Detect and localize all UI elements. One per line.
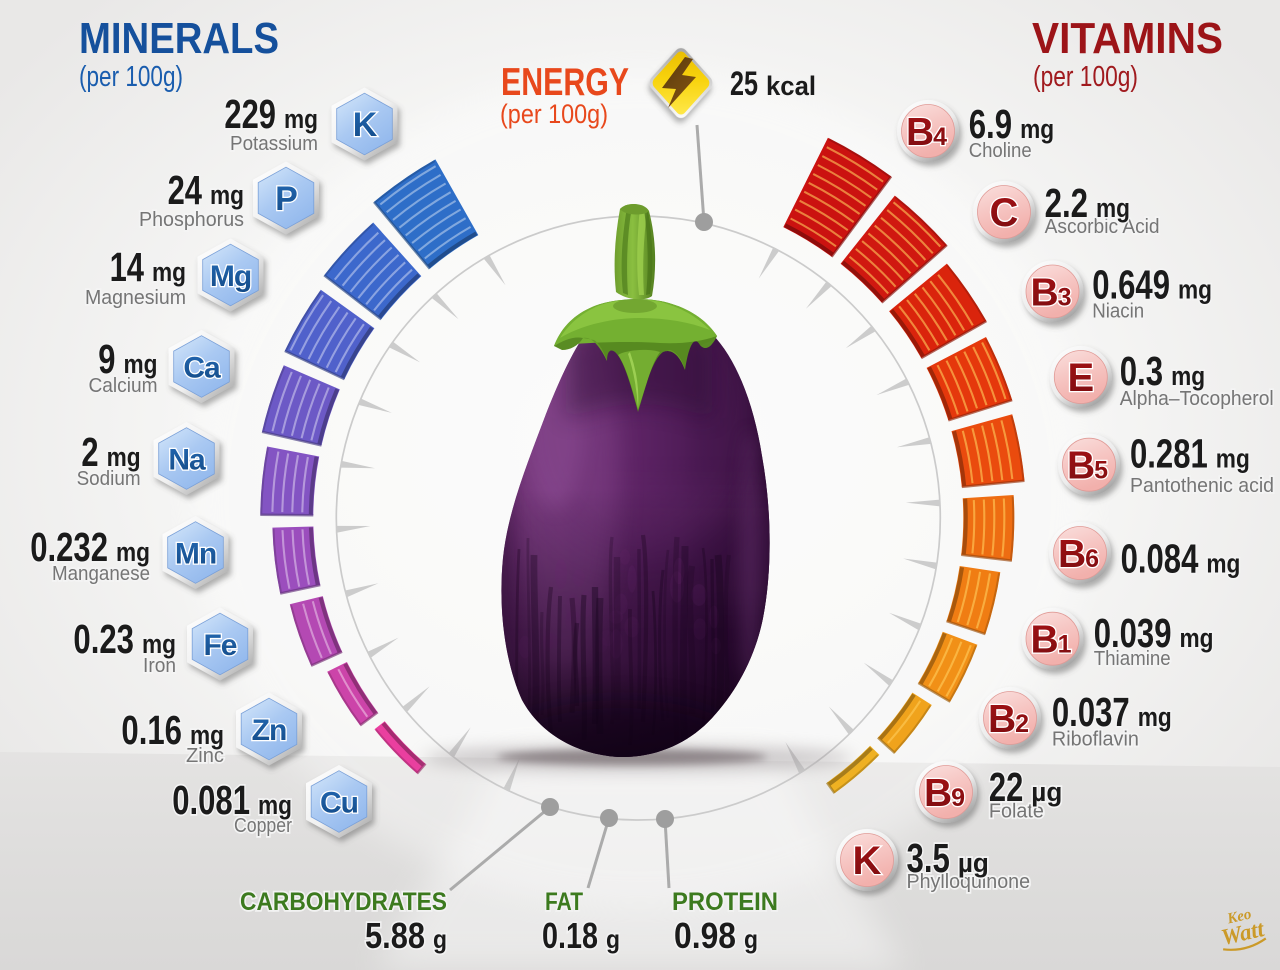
svg-text:E: E: [1067, 356, 1094, 400]
svg-text:24: 24: [168, 167, 203, 213]
svg-text:Magnesium: Magnesium: [85, 287, 186, 309]
svg-text:Na: Na: [168, 443, 206, 476]
svg-text:Zn: Zn: [252, 714, 287, 747]
svg-text:g: g: [606, 924, 620, 954]
svg-text:0.232: 0.232: [30, 524, 108, 570]
svg-text:P: P: [275, 180, 297, 218]
svg-text:mg: mg: [1180, 623, 1214, 653]
svg-text:Mn: Mn: [175, 537, 216, 570]
svg-text:Sodium: Sodium: [77, 468, 141, 490]
svg-text:229: 229: [224, 91, 276, 137]
svg-text:B2: B2: [988, 698, 1028, 741]
svg-text:Potassium: Potassium: [230, 133, 318, 155]
svg-text:3.5: 3.5: [907, 835, 950, 881]
svg-text:µg: µg: [958, 848, 989, 878]
svg-text:mg: mg: [1178, 275, 1212, 305]
svg-text:mg: mg: [1020, 114, 1054, 144]
svg-text:(per 100g): (per 100g): [500, 99, 608, 129]
svg-text:g: g: [433, 924, 447, 954]
svg-text:FAT: FAT: [545, 888, 583, 916]
svg-text:Choline: Choline: [969, 140, 1032, 162]
svg-text:C: C: [990, 191, 1019, 235]
svg-text:22: 22: [989, 764, 1023, 810]
svg-text:PROTEIN: PROTEIN: [672, 888, 778, 916]
svg-text:mg: mg: [107, 442, 141, 472]
svg-text:0.16: 0.16: [121, 707, 182, 753]
svg-text:0.039: 0.039: [1094, 610, 1172, 656]
svg-text:(per 100g): (per 100g): [79, 61, 183, 93]
svg-text:MINERALS: MINERALS: [79, 14, 279, 63]
svg-text:Riboflavin: Riboflavin: [1052, 729, 1139, 751]
svg-text:Fe: Fe: [203, 629, 236, 662]
svg-text:mg: mg: [210, 180, 244, 210]
svg-text:Iron: Iron: [143, 655, 176, 677]
svg-text:6.9: 6.9: [969, 101, 1012, 147]
svg-text:Mg: Mg: [210, 260, 251, 293]
svg-text:Manganese: Manganese: [52, 563, 150, 585]
svg-text:Pantothenic acid: Pantothenic acid: [1130, 475, 1274, 497]
svg-text:mg: mg: [190, 720, 224, 750]
svg-text:0.3: 0.3: [1120, 348, 1163, 394]
svg-text:mg: mg: [1206, 549, 1240, 579]
svg-text:mg: mg: [152, 257, 186, 287]
svg-text:K: K: [353, 106, 378, 144]
svg-text:mg: mg: [1216, 444, 1250, 474]
svg-text:25: 25: [730, 65, 758, 103]
svg-text:Cu: Cu: [320, 786, 358, 819]
svg-text:(per 100g): (per 100g): [1033, 61, 1138, 93]
svg-text:Keo: Keo: [1225, 906, 1253, 927]
svg-text:9: 9: [98, 336, 115, 382]
svg-text:5.88: 5.88: [365, 915, 425, 956]
svg-text:Copper: Copper: [234, 815, 292, 837]
svg-text:14: 14: [110, 244, 145, 290]
svg-text:mg: mg: [1171, 361, 1205, 391]
svg-text:mg: mg: [284, 104, 318, 134]
svg-text:Thiamine: Thiamine: [1094, 648, 1171, 670]
svg-text:0.649: 0.649: [1092, 262, 1170, 308]
svg-text:0.98: 0.98: [674, 915, 736, 956]
svg-text:K: K: [853, 839, 882, 883]
svg-text:mg: mg: [142, 629, 176, 659]
svg-text:CARBOHYDRATES: CARBOHYDRATES: [240, 888, 447, 916]
svg-text:g: g: [744, 924, 758, 954]
svg-text:0.23: 0.23: [73, 616, 134, 662]
svg-text:0.081: 0.081: [172, 777, 250, 823]
svg-text:Alpha–Tocopherol: Alpha–Tocopherol: [1120, 388, 1274, 410]
svg-text:Ca: Ca: [183, 351, 221, 384]
svg-text:0.037: 0.037: [1052, 689, 1130, 735]
svg-text:0.084: 0.084: [1121, 536, 1199, 582]
svg-text:Ascorbic Acid: Ascorbic Acid: [1045, 216, 1160, 238]
svg-text:2.2: 2.2: [1045, 180, 1088, 226]
svg-text:Phosphorus: Phosphorus: [139, 209, 244, 231]
svg-text:Niacin: Niacin: [1092, 301, 1144, 323]
svg-text:0.18: 0.18: [542, 915, 598, 956]
svg-text:VITAMINS: VITAMINS: [1032, 14, 1223, 63]
svg-text:mg: mg: [124, 349, 158, 379]
svg-text:Zinc: Zinc: [186, 745, 224, 767]
svg-text:µg: µg: [1031, 777, 1062, 807]
svg-text:mg: mg: [258, 790, 292, 820]
svg-text:Folate: Folate: [989, 801, 1044, 823]
svg-text:Phylloquinone: Phylloquinone: [907, 871, 1031, 893]
svg-text:mg: mg: [1096, 193, 1130, 223]
svg-text:0.281: 0.281: [1130, 431, 1208, 477]
svg-text:2: 2: [81, 429, 98, 475]
svg-text:mg: mg: [116, 537, 150, 567]
svg-text:Calcium: Calcium: [89, 375, 158, 397]
svg-text:ENERGY: ENERGY: [501, 61, 629, 104]
svg-text:mg: mg: [1138, 702, 1172, 732]
svg-text:kcal: kcal: [766, 71, 816, 101]
